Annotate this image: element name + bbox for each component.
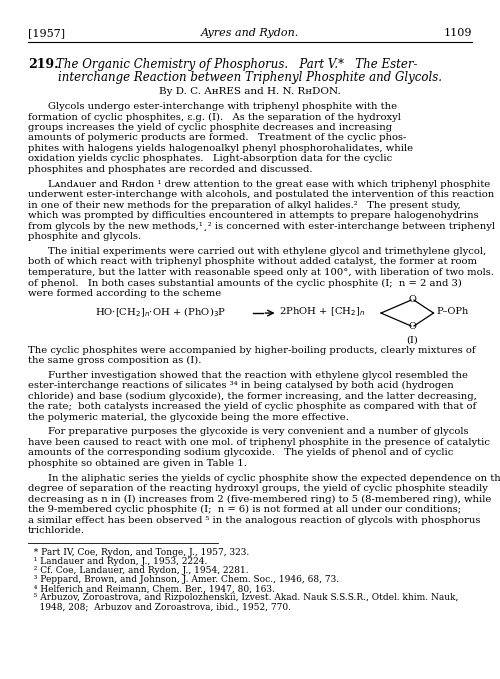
Text: By D. C. AʜRES and H. N. RʜDON.: By D. C. AʜRES and H. N. RʜDON. <box>159 87 341 96</box>
Text: Further investigation showed that the reaction with ethylene glycol resembled th: Further investigation showed that the re… <box>48 371 468 380</box>
Text: The initial experiments were carried out with ethylene glycol and trimethylene g: The initial experiments were carried out… <box>48 247 486 256</box>
Text: the polymeric material, the glycoxide being the more effective.: the polymeric material, the glycoxide be… <box>28 413 349 422</box>
Text: which was prompted by difficulties encountered in attempts to prepare halogenohy: which was prompted by difficulties encou… <box>28 211 478 220</box>
Text: [1957]: [1957] <box>28 28 65 38</box>
Text: 1109: 1109 <box>444 28 472 38</box>
Text: ³ Peppard, Brown, and Johnson, J. Amer. Chem. Soc., 1946, 68, 73.: ³ Peppard, Brown, and Johnson, J. Amer. … <box>28 575 339 584</box>
Text: Ayres and Rydon.: Ayres and Rydon. <box>201 28 299 38</box>
Text: ² Cf. Coe, Landauer, and Rydon, J., 1954, 2281.: ² Cf. Coe, Landauer, and Rydon, J., 1954… <box>28 566 248 575</box>
Text: (I): (I) <box>406 335 418 344</box>
Text: a similar effect has been observed ⁵ in the analogous reaction of glycols with p: a similar effect has been observed ⁵ in … <box>28 515 480 525</box>
Text: interchange Reaction between Triphenyl Phosphite and Glycols.: interchange Reaction between Triphenyl P… <box>58 71 442 84</box>
Text: 219.: 219. <box>28 58 58 71</box>
Text: the rate;  both catalysts increased the yield of cyclic phosphite as compared wi: the rate; both catalysts increased the y… <box>28 402 476 411</box>
Text: have been caused to react with one mol. of triphenyl phosphite in the presence o: have been caused to react with one mol. … <box>28 438 490 447</box>
Text: In the aliphatic series the yields of cyclic phosphite show the expected depende: In the aliphatic series the yields of cy… <box>48 474 500 483</box>
Text: HO$\cdot$[CH$_2$]$_n$$\cdot$OH + (PhO)$_3$P: HO$\cdot$[CH$_2$]$_n$$\cdot$OH + (PhO)$_… <box>95 305 226 319</box>
Text: chloride) and base (sodium glycoxide), the former increasing, and the latter dec: chloride) and base (sodium glycoxide), t… <box>28 392 477 401</box>
Text: The cyclic phosphites were accompanied by higher-boiling products, clearly mixtu: The cyclic phosphites were accompanied b… <box>28 346 475 354</box>
Text: ⁵ Arbuzov, Zoroastrova, and Rizpolozhenskii, Izvest. Akad. Nauk S.S.S.R., Otdel.: ⁵ Arbuzov, Zoroastrova, and Rizpolozhens… <box>28 593 458 602</box>
Text: O: O <box>408 295 416 304</box>
Text: in one of their new methods for the preparation of alkyl halides.²   The present: in one of their new methods for the prep… <box>28 201 461 210</box>
Text: formation of cyclic phosphites, ε.g. (I).   As the separation of the hydroxyl: formation of cyclic phosphites, ε.g. (I)… <box>28 113 401 122</box>
Text: 1948, 208;  Arbuzov and Zoroastrova, ibid., 1952, 770.: 1948, 208; Arbuzov and Zoroastrova, ibid… <box>28 602 291 611</box>
Text: amounts of polymeric products are formed.   Treatment of the cyclic phos-: amounts of polymeric products are formed… <box>28 134 406 143</box>
Text: For preparative purposes the glycoxide is very convenient and a number of glycol: For preparative purposes the glycoxide i… <box>48 428 469 437</box>
Text: ⁴ Helferich and Reimann, Chem. Ber., 1947, 80, 163.: ⁴ Helferich and Reimann, Chem. Ber., 194… <box>28 584 275 593</box>
Text: amounts of the corresponding sodium glycoxide.   The yields of phenol and of cyc: amounts of the corresponding sodium glyc… <box>28 449 454 458</box>
Text: phosphite so obtained are given in Table 1.: phosphite so obtained are given in Table… <box>28 459 247 468</box>
Text: oxidation yields cyclic phosphates.   Light-absorption data for the cyclic: oxidation yields cyclic phosphates. Ligh… <box>28 155 392 164</box>
Text: decreasing as n in (I) increases from 2 (five-membered ring) to 5 (8-membered ri: decreasing as n in (I) increases from 2 … <box>28 495 491 504</box>
Text: temperature, but the latter with reasonable speed only at 100°, with liberation : temperature, but the latter with reasona… <box>28 268 494 277</box>
Text: Lᴀndᴀuer and Rʜdon ¹ drew attention to the great ease with which triphenyl phosp: Lᴀndᴀuer and Rʜdon ¹ drew attention to t… <box>48 180 490 189</box>
Text: were formed according to the scheme: were formed according to the scheme <box>28 289 221 298</box>
Text: the 9-membered cyclic phosphite (I;  n = 6) is not formed at all under our condi: the 9-membered cyclic phosphite (I; n = … <box>28 505 461 514</box>
Text: of phenol.   In both cases substantial amounts of the cyclic phosphite (I;  n = : of phenol. In both cases substantial amo… <box>28 278 462 287</box>
Text: * Part IV, Coe, Rydon, and Tonge, J., 1957, 323.: * Part IV, Coe, Rydon, and Tonge, J., 19… <box>28 548 249 557</box>
Text: from glycols by the new methods,¹¸² is concerned with ester-interchange between : from glycols by the new methods,¹¸² is c… <box>28 222 495 231</box>
Text: P–OPh: P–OPh <box>436 308 468 316</box>
Text: O: O <box>408 322 416 331</box>
Text: degree of separation of the reacting hydroxyl groups, the yield of cyclic phosph: degree of separation of the reacting hyd… <box>28 484 488 493</box>
Text: underwent ester-interchange with alcohols, and postulated the intervention of th: underwent ester-interchange with alcohol… <box>28 190 494 199</box>
Text: the same gross composition as (I).: the same gross composition as (I). <box>28 356 202 365</box>
Text: phosphite and glycols.: phosphite and glycols. <box>28 232 141 241</box>
Text: both of which react with triphenyl phosphite without added catalyst, the former : both of which react with triphenyl phosp… <box>28 257 477 266</box>
Text: ¹ Landauer and Rydon, J., 1953, 2224.: ¹ Landauer and Rydon, J., 1953, 2224. <box>28 557 208 566</box>
Text: groups increases the yield of cyclic phosphite decreases and increasing: groups increases the yield of cyclic pho… <box>28 123 392 132</box>
Text: 2PhOH + [CH$_2$]$_n$: 2PhOH + [CH$_2$]$_n$ <box>279 306 366 318</box>
Text: trichloride.: trichloride. <box>28 526 85 535</box>
Text: ester-interchange reactions of silicates ³⁴ in being catalysed by both acid (hyd: ester-interchange reactions of silicates… <box>28 382 454 390</box>
Text: Glycols undergo ester-interchange with triphenyl phosphite with the: Glycols undergo ester-interchange with t… <box>48 102 397 111</box>
Text: phosphites and phosphates are recorded and discussed.: phosphites and phosphates are recorded a… <box>28 165 312 174</box>
Text: phites with halogens yields halogenoalkyl phenyl phosphorohalidates, while: phites with halogens yields halogenoalky… <box>28 144 413 153</box>
Text: The Organic Chemistry of Phosphorus.   Part V.*   The Ester-: The Organic Chemistry of Phosphorus. Par… <box>56 58 417 71</box>
